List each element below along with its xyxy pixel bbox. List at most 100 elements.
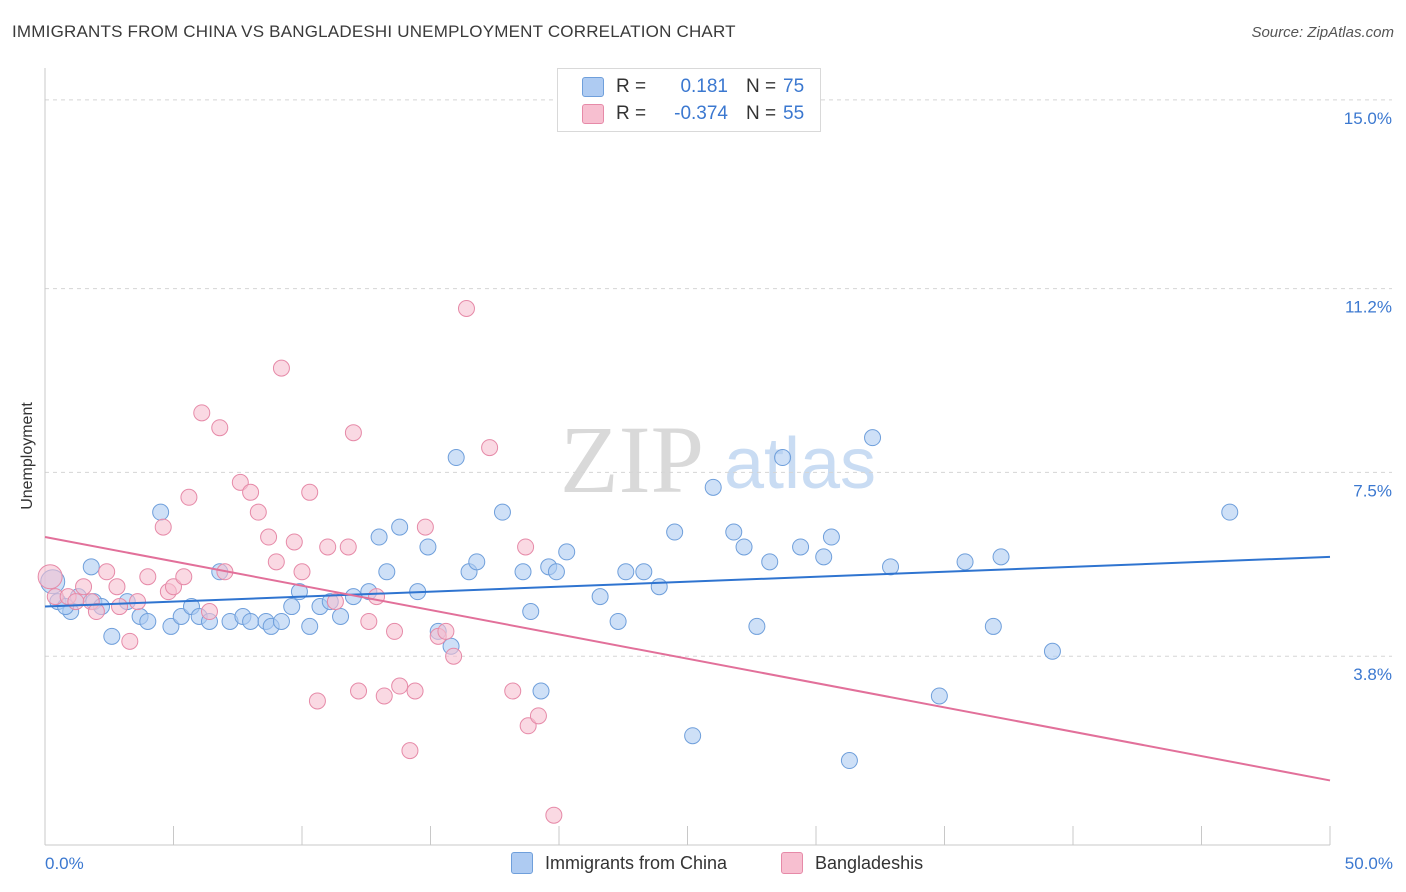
- china-point: [666, 523, 684, 541]
- china-point: [558, 543, 576, 561]
- data-points: [37, 300, 1239, 824]
- china-point: [617, 563, 635, 581]
- china-point: [792, 538, 810, 556]
- r-label: R =: [616, 103, 647, 124]
- china-point: [139, 612, 157, 630]
- china-point: [650, 578, 668, 596]
- china-point: [609, 612, 627, 630]
- bangla-trend-line: [44, 536, 1331, 782]
- legend-item-china: Immigrants from China: [511, 852, 727, 874]
- bangla-point: [401, 742, 419, 760]
- y-tick-label: 15.0%: [1344, 109, 1392, 128]
- bangla-point: [391, 677, 409, 695]
- bangla-point: [111, 598, 129, 616]
- china-point: [162, 617, 180, 635]
- china-point: [704, 478, 722, 496]
- china-point: [992, 548, 1010, 566]
- bangla-point: [545, 806, 563, 824]
- bangla-point: [67, 593, 85, 611]
- china-point: [591, 588, 609, 606]
- china-point: [956, 553, 974, 571]
- legend-swatch-bangla: [582, 104, 604, 124]
- bangla-point: [301, 483, 319, 501]
- china-point: [547, 563, 565, 581]
- bangla-point: [154, 518, 172, 536]
- china-point: [748, 617, 766, 635]
- bangla-point: [416, 518, 434, 536]
- china-point: [725, 523, 743, 541]
- legend-row-china: R = 0.181 N = 75: [582, 75, 804, 99]
- n-label: N =: [746, 103, 777, 124]
- china-point: [882, 558, 900, 576]
- bangla-point: [368, 588, 386, 606]
- bangla-point: [87, 603, 105, 621]
- bangla-point: [242, 483, 260, 501]
- china-point: [447, 449, 465, 467]
- bangla-point: [386, 622, 404, 640]
- x-tick-label-max: 50.0%: [1345, 854, 1393, 873]
- china-point: [984, 617, 1002, 635]
- china-point: [735, 538, 753, 556]
- china-trend-line: [44, 555, 1331, 608]
- china-point: [635, 563, 653, 581]
- china-point: [822, 528, 840, 546]
- china-point: [301, 617, 319, 635]
- china-point: [522, 603, 540, 621]
- chart-title: IMMIGRANTS FROM CHINA VS BANGLADESHI UNE…: [12, 22, 736, 41]
- bangla-point: [437, 622, 455, 640]
- china-point: [332, 607, 350, 625]
- legend-swatch-china: [511, 852, 533, 874]
- r-value: 0.181: [680, 76, 728, 97]
- bangla-point: [457, 300, 475, 318]
- r-label: R =: [616, 76, 647, 97]
- trend-lines: [44, 536, 1331, 782]
- bangla-point: [121, 632, 139, 650]
- bangla-point: [200, 603, 218, 621]
- bangla-point: [481, 439, 499, 457]
- watermark-zip: ZIP: [560, 406, 704, 513]
- bangla-point: [519, 717, 537, 735]
- bangla-point: [180, 488, 198, 506]
- n-value: 55: [783, 103, 805, 124]
- china-point: [514, 563, 532, 581]
- bangla-point: [406, 682, 424, 700]
- china-point: [532, 682, 550, 700]
- china-point: [242, 612, 260, 630]
- china-point: [419, 538, 437, 556]
- legend-label-bangla: Bangladeshis: [815, 852, 924, 873]
- bangla-point: [445, 647, 463, 665]
- china-point: [840, 752, 858, 770]
- bangla-point: [98, 563, 116, 581]
- bangla-point: [285, 533, 303, 551]
- china-point: [391, 518, 409, 536]
- china-point: [1043, 642, 1061, 660]
- china-point: [864, 429, 882, 447]
- legend-swatch-china: [582, 77, 604, 97]
- bangla-point: [108, 578, 126, 596]
- bangla-point: [293, 563, 311, 581]
- china-point: [272, 612, 290, 630]
- bangla-point: [175, 568, 193, 586]
- china-point: [378, 563, 396, 581]
- china-point: [468, 553, 486, 571]
- china-point: [82, 558, 100, 576]
- n-value: 75: [783, 76, 805, 97]
- china-point: [283, 598, 301, 616]
- y-tick-label: 3.8%: [1353, 665, 1392, 684]
- bangla-point: [339, 538, 357, 556]
- china-point: [684, 727, 702, 745]
- china-point: [493, 503, 511, 521]
- bangla-point: [517, 538, 535, 556]
- x-tick-label-min: 0.0%: [45, 854, 84, 873]
- n-label: N =: [746, 76, 777, 97]
- china-point: [1221, 503, 1239, 521]
- bangla-point: [37, 564, 63, 590]
- chart-source: Source: ZipAtlas.com: [1251, 24, 1394, 41]
- bangla-point: [504, 682, 522, 700]
- bangla-point: [165, 578, 182, 596]
- china-point: [930, 687, 948, 705]
- bangla-point: [375, 687, 393, 705]
- y-tick-label: 7.5%: [1353, 481, 1392, 500]
- stats-legend: R = 0.181 N = 75 R = -0.374 N = 55: [557, 68, 821, 132]
